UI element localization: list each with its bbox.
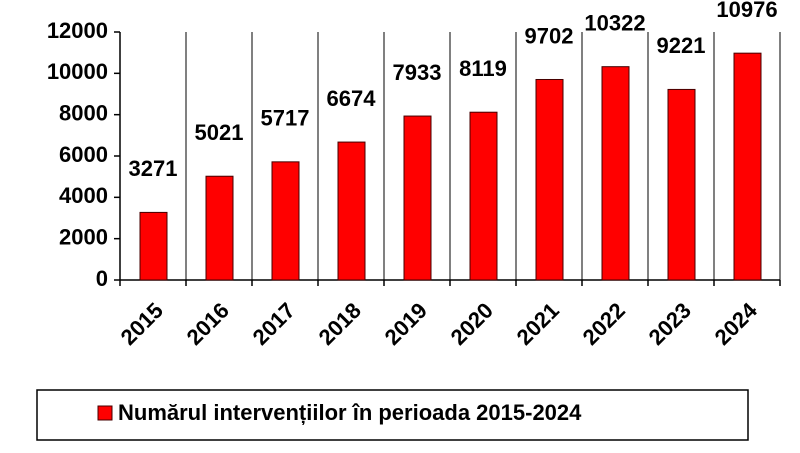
x-tick-label: 2020 (446, 298, 498, 350)
data-label: 5021 (195, 120, 244, 145)
x-tick-label: 2023 (644, 298, 696, 350)
data-label: 10976 (716, 0, 777, 22)
bar (667, 88, 696, 281)
legend: Numărul intervențiilor în perioada 2015-… (36, 389, 749, 441)
x-tick-label: 2019 (380, 298, 432, 350)
bar (403, 115, 432, 281)
bar (601, 66, 630, 281)
x-tick-label: 2022 (578, 298, 630, 350)
data-label: 3271 (129, 156, 178, 181)
data-label: 9221 (657, 33, 706, 58)
x-tick-label: 2024 (710, 297, 763, 350)
x-tick-label: 2018 (314, 298, 366, 350)
y-tick-label: 2000 (59, 224, 108, 249)
bar (469, 111, 498, 281)
bar (535, 78, 564, 281)
data-label: 6674 (327, 86, 377, 111)
x-tick-label: 2021 (512, 298, 564, 350)
y-tick-label: 0 (96, 266, 108, 291)
x-tick-label: 2016 (182, 298, 234, 350)
x-tick-label: 2017 (248, 298, 300, 350)
data-label: 7933 (393, 60, 442, 85)
bar (733, 52, 762, 281)
x-tick-label: 2015 (116, 298, 168, 350)
data-label: 8119 (459, 56, 507, 81)
data-label: 9702 (525, 23, 574, 48)
y-tick-label: 4000 (59, 183, 108, 208)
bar (139, 211, 168, 281)
bar (205, 175, 234, 281)
bar (337, 141, 366, 281)
y-tick-label: 10000 (47, 59, 108, 84)
y-tick-label: 8000 (59, 100, 108, 125)
y-tick-label: 6000 (59, 142, 108, 167)
bar (271, 161, 300, 281)
data-label: 10322 (584, 10, 645, 35)
legend-swatch (97, 405, 113, 421)
y-tick-label: 12000 (47, 18, 108, 43)
data-label: 5717 (261, 106, 310, 131)
legend-box (36, 389, 749, 441)
legend-label: Numărul intervențiilor în perioada 2015-… (118, 400, 582, 425)
